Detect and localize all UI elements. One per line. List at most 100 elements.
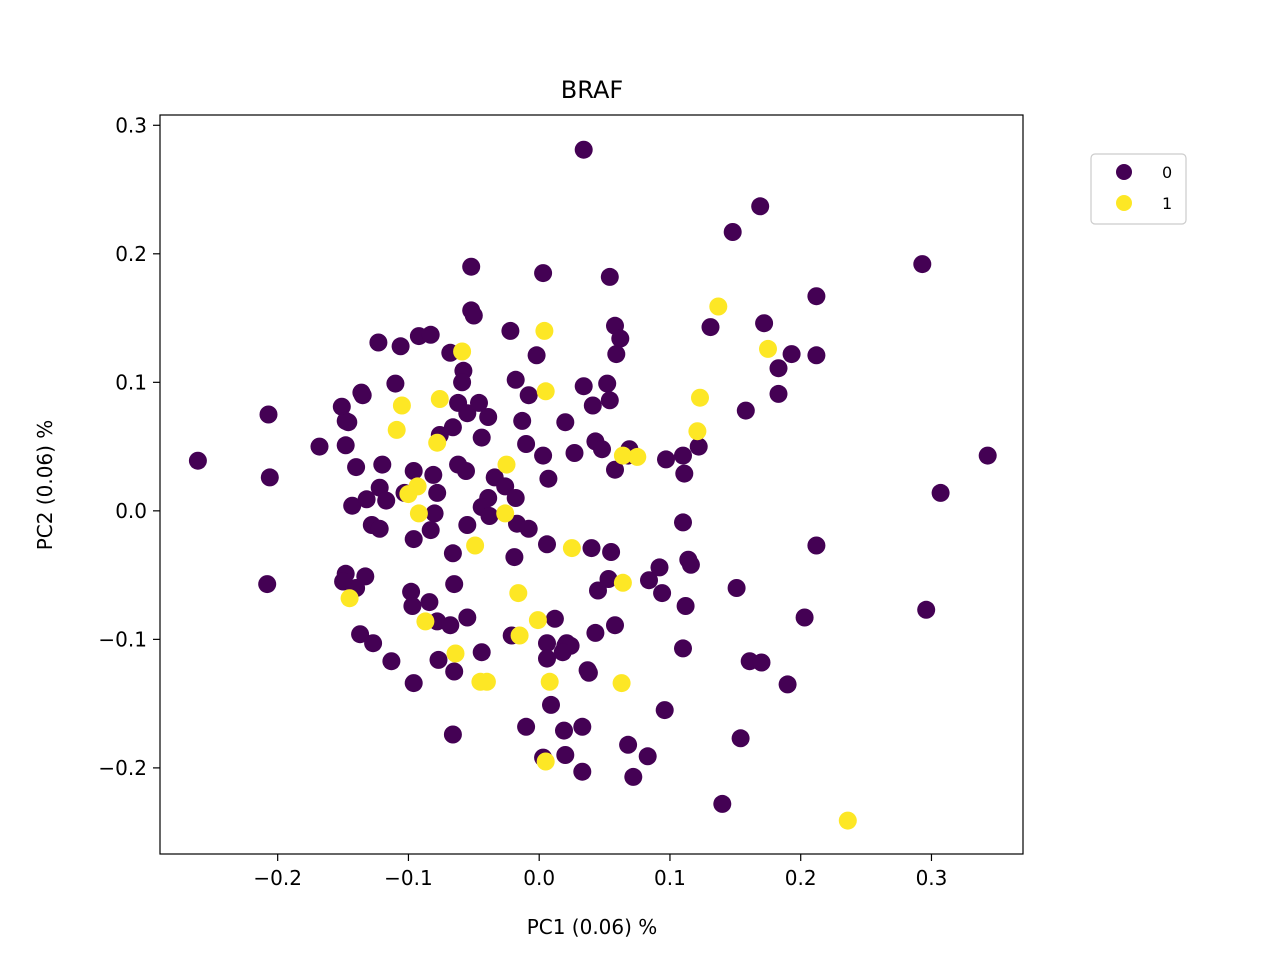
scatter-point-series-0: [513, 411, 532, 430]
scatter-point-series-0: [674, 513, 692, 532]
legend-frame: [1090, 153, 1187, 225]
scatter-point-series-0: [453, 373, 472, 392]
scatter-point-series-0: [657, 450, 675, 469]
scatter-point-series-0: [332, 397, 351, 416]
scatter-point-series-0: [464, 306, 483, 325]
scatter-point-series-0: [506, 370, 525, 389]
x-tick-label: 0.3: [916, 866, 948, 890]
scatter-point-series-0: [527, 346, 546, 365]
scatter-point-series-0: [589, 581, 607, 600]
scatter-point-series-0: [472, 643, 491, 662]
x-axis-ticks: −0.2 −0.1 0.0 0.1 0.2 0.3: [253, 854, 947, 890]
scatter-point-series-0: [600, 267, 619, 286]
scatter-point-series-0: [458, 404, 477, 423]
scatter-point-series-0: [723, 223, 742, 241]
scatter-point-series-0: [534, 446, 553, 465]
scatter-point-series-0: [517, 717, 536, 736]
x-tick-label: 0.2: [785, 866, 817, 890]
scatter-point-series-0: [534, 264, 553, 283]
scatter-point-series-0: [441, 616, 460, 635]
scatter-point-series-0: [583, 396, 602, 415]
scatter-point-series-0: [650, 558, 669, 577]
scatter-point-series-1: [628, 447, 647, 466]
scatter-point-series-0: [386, 374, 405, 393]
scatter-point-series-0: [538, 535, 556, 554]
scatter-point-series-0: [357, 490, 376, 509]
scatter-point-series-0: [445, 662, 464, 681]
scatter-point-series-0: [445, 575, 464, 594]
scatter-point-series-0: [606, 460, 624, 479]
scatter-point-series-0: [458, 608, 477, 627]
scatter-point-series-0: [501, 321, 520, 340]
scatter-point-series-0: [606, 616, 624, 635]
scatter-point-series-0: [356, 567, 375, 586]
scatter-point-series-0: [421, 521, 440, 540]
scatter-point-series-1: [453, 342, 472, 361]
scatter-point-series-0: [402, 582, 421, 601]
scatter-point-series-0: [731, 729, 750, 748]
x-tick-label: 0.1: [654, 866, 686, 890]
scatter-point-series-1: [536, 752, 555, 771]
scatter-point-series-1: [477, 672, 496, 691]
scatter-point-series-0: [539, 469, 558, 488]
scatter-point-series-0: [443, 725, 462, 744]
scatter-point-series-0: [689, 437, 708, 456]
plot-area-frame: [159, 114, 1024, 855]
scatter-point-series-0: [573, 762, 592, 781]
scatter-point-series-0: [807, 287, 826, 306]
x-tick-label: −0.1: [384, 866, 433, 890]
scatter-point-series-0: [655, 701, 674, 720]
scatter-point-series-0: [391, 337, 410, 356]
scatter-point-series-0: [769, 384, 788, 403]
scatter-point-series-0: [579, 663, 598, 682]
scatter-point-series-1: [510, 626, 529, 645]
scatter-point-series-0: [713, 794, 732, 813]
scatter-point-series-0: [769, 359, 788, 378]
scatter-point-series-0: [619, 735, 638, 754]
scatter-point-series-0: [429, 650, 448, 669]
scatter-point-series-0: [556, 413, 575, 432]
scatter-point-series-0: [260, 468, 279, 487]
chart-title: BRAF: [561, 76, 623, 104]
scatter-point-series-0: [676, 597, 695, 615]
scatter-point-series-1: [688, 422, 707, 441]
scatter-point-series-0: [404, 530, 423, 549]
scatter-point-series-0: [602, 543, 621, 561]
scatter-point-series-0: [339, 413, 358, 432]
scatter-point-series-0: [373, 455, 392, 474]
scatter-point-series-0: [600, 391, 619, 410]
scatter-point-series-1: [612, 674, 631, 693]
scatter-point-series-0: [259, 405, 278, 424]
scatter-point-series-0: [598, 374, 617, 393]
scatter-point-series-1: [430, 390, 449, 408]
scatter-point-series-1: [562, 539, 581, 558]
scatter-point-series-1: [759, 339, 777, 358]
scatter-point-series-0: [573, 717, 592, 736]
scatter-point-series-0: [675, 464, 694, 483]
scatter-point-series-0: [506, 489, 525, 507]
y-tick-label: 0.3: [115, 113, 147, 137]
scatter-point-series-0: [701, 318, 720, 337]
scatter-point-series-0: [472, 428, 491, 447]
scatter-point-series-0: [428, 483, 447, 502]
scatter-point-series-0: [593, 440, 611, 459]
scatter-point-series-0: [752, 653, 771, 672]
scatter-point-series-0: [556, 746, 575, 764]
scatter-point-series-0: [782, 345, 801, 364]
scatter-point-series-0: [403, 597, 422, 615]
x-tick-label: −0.2: [253, 866, 302, 890]
legend-label-1: 1: [1162, 194, 1172, 213]
legend: 0 1: [1090, 153, 1187, 225]
scatter-point-series-0: [343, 496, 362, 515]
y-tick-label: −0.2: [98, 756, 147, 780]
scatter-point-series-0: [599, 570, 618, 588]
scatter-point-series-0: [751, 197, 770, 216]
scatter-point-series-0: [574, 140, 593, 159]
scatter-point-series-0: [931, 483, 950, 502]
scatter-point-series-0: [542, 695, 560, 714]
scatter-point-series-0: [364, 634, 383, 653]
scatter-point-series-1: [838, 811, 857, 830]
scatter-point-series-0: [505, 548, 524, 567]
scatter-point-series-0: [607, 345, 626, 364]
